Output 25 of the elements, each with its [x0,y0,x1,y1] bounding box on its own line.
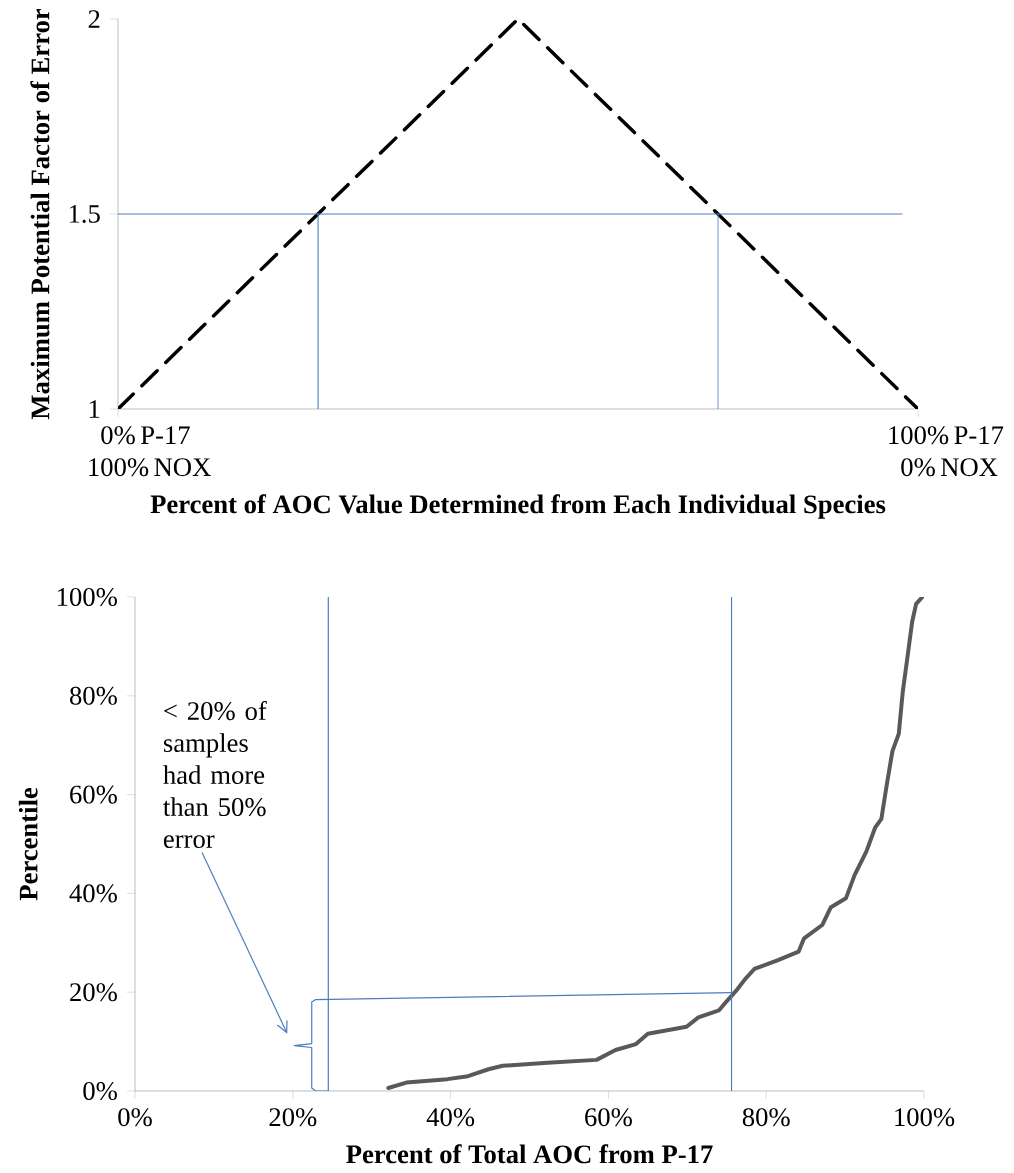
text: P-17 [954,426,1004,444]
x-tick-label: 80% [742,1108,790,1127]
x-axis-title: Percent of Total AOC from P-17 [346,1144,713,1164]
text: NOX [154,458,211,477]
y-tick-label: 1 [89,400,100,418]
x-tick-label: 0% [118,1108,152,1127]
x-tick-label: 20% [269,1108,317,1127]
y-tick-label: 1.5 [69,204,100,223]
y-axis-title: Percentile [18,787,38,901]
x2-tick-label: 0% [901,458,935,477]
y-axis-title: Maximum Potential Factor of Error [30,8,50,420]
x-tick-label: 40% [426,1108,475,1127]
y-tick-label: 20% [70,983,117,1002]
y-tick-label: 0% [83,1081,117,1101]
x-tick-label: 60% [585,1108,632,1127]
y-tick-label: 80% [69,686,117,705]
y-tick-label: 60% [70,785,117,804]
text: P-17 [140,426,190,444]
y-tick-label: 100% [57,587,117,607]
x-tick-label: 100% [895,1108,955,1127]
y-tick-label: 2 [88,10,100,28]
annotation: < 20% of samples had more than 50% error [163,701,267,849]
text: NOX [941,458,998,477]
y-tick-label: 40% [69,884,117,903]
x-axis-title: Percent of AOC Value Determined from Each Individual Species [150,494,886,519]
